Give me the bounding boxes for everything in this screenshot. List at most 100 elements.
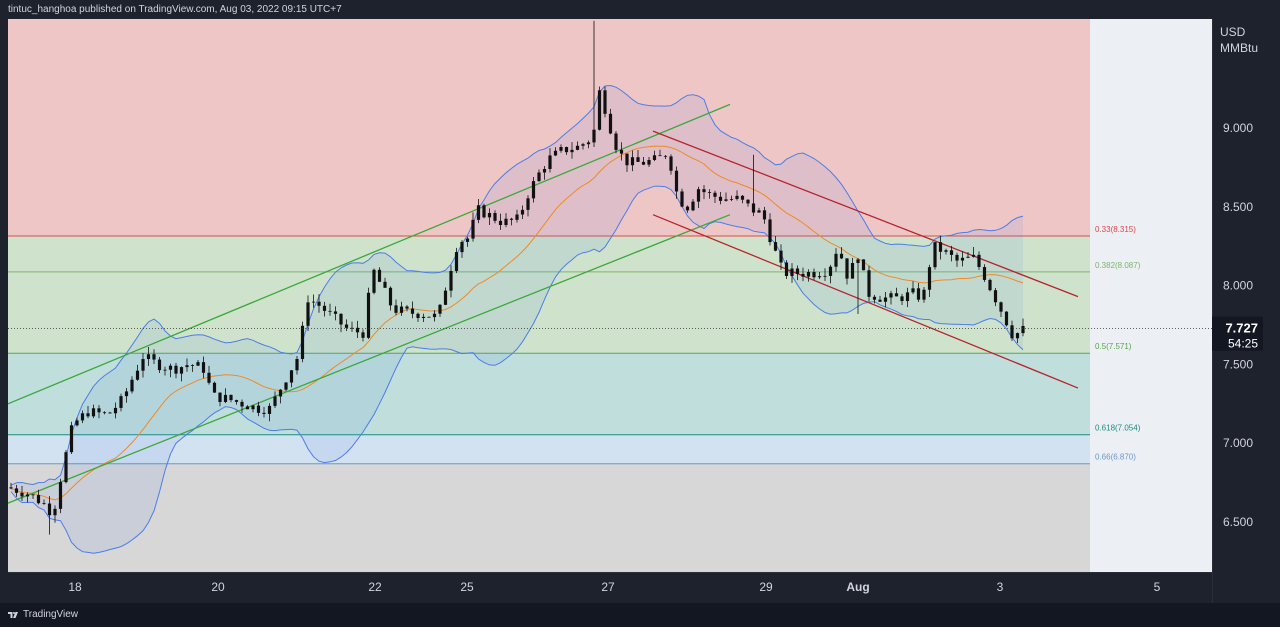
candle-body [751,203,756,213]
candle-body [86,413,90,417]
candle-body [823,275,827,277]
candle-body [806,271,811,277]
fib-label-4: 0.66(6.870) [1095,453,1136,462]
candle-body [75,420,79,426]
candle-body [405,306,409,309]
candle-body [1015,333,1020,339]
candle-body [856,259,860,264]
candle-body [603,90,607,114]
candle-body [234,400,239,402]
candle-body [509,218,514,220]
publisher-text: tintuc_hanghoa published on TradingView.… [8,4,342,15]
candle-body [377,269,382,282]
up-channel-upper [8,103,731,405]
candle-body [971,254,976,257]
candle-body [124,391,129,397]
candle-body [482,205,486,218]
candle-body [146,354,151,360]
candle-body [207,372,211,383]
candle-body [1004,311,1009,326]
tradingview-label: TradingView [23,609,79,620]
candle-body [680,191,684,207]
candle-body [647,159,651,165]
candle-body [867,270,871,297]
candle-body [669,156,673,171]
candle-body [520,209,525,215]
candle-body [707,192,712,193]
candle-body [762,210,767,220]
candle-body [229,394,233,401]
candle-body [355,327,360,333]
candle-body [168,365,173,370]
candle-body [949,250,954,255]
candle-body [31,494,35,496]
candle-body [223,394,228,403]
candle-body [905,292,910,302]
tradingview-logo[interactable]: TradingView [8,609,78,620]
candle-body [597,90,602,130]
candle-body [982,267,987,280]
candle-body [141,359,145,371]
candle-body [834,253,838,267]
x-tick-label: 25 [460,580,474,594]
x-tick-label: 27 [601,580,615,594]
candle-body [438,304,442,314]
candle-body [212,382,217,393]
x-tick-label: 20 [211,580,225,594]
candle-body [58,482,63,509]
candle-body [152,354,156,360]
candle-body [427,316,431,318]
candle-body [267,405,272,414]
candle-body [493,212,497,221]
candle-body [53,508,57,516]
candle-body [157,359,162,371]
candle-body [740,195,745,200]
price-scale[interactable] [1212,19,1280,572]
candle-body [487,212,492,218]
candle-body [69,425,74,453]
candle-body [97,408,101,413]
candle-body [174,365,178,374]
price-chart[interactable]: 0.33(8.315) 0.382(8.087) 0.5(7.571) 0.618(7… [0,0,1280,603]
candle-body [262,412,266,414]
candle-body [240,401,244,407]
zone-below-066 [8,463,1090,572]
candle-body [328,310,332,312]
candle-body [449,270,453,291]
candle-body [295,358,299,371]
candle-body [256,405,261,413]
candle-body [383,281,387,288]
up-channel-lower [8,214,731,504]
candle-body [548,155,552,169]
time-scale[interactable] [0,572,1212,603]
candle-body [861,259,866,271]
candle-body [625,153,629,166]
candle-body [344,324,349,328]
candle-body [201,362,206,373]
candle-body [179,367,184,374]
candle-body [933,242,937,268]
candle-body [460,241,464,253]
candle-body [938,242,943,252]
candle-body [960,257,965,261]
candle-body [432,313,437,318]
candle-body [14,488,19,493]
candle-body [471,219,475,239]
candle-body [553,150,558,156]
candle-body [443,290,448,305]
bollinger-fill [11,85,1023,554]
candle-body [911,288,915,293]
x-tick-label: 22 [368,580,382,594]
candle-body [977,254,981,268]
candle-body [300,325,305,359]
candle-body [454,252,459,271]
x-tick-label: Aug [846,580,869,594]
candle-body [284,382,288,390]
fib-label-1: 0.382(8.087) [1095,261,1141,270]
candle-body [366,292,371,338]
candle-body [570,149,574,153]
candle-body [927,267,932,290]
candle-body [135,370,140,380]
x-tick-label: 3 [997,580,1004,594]
